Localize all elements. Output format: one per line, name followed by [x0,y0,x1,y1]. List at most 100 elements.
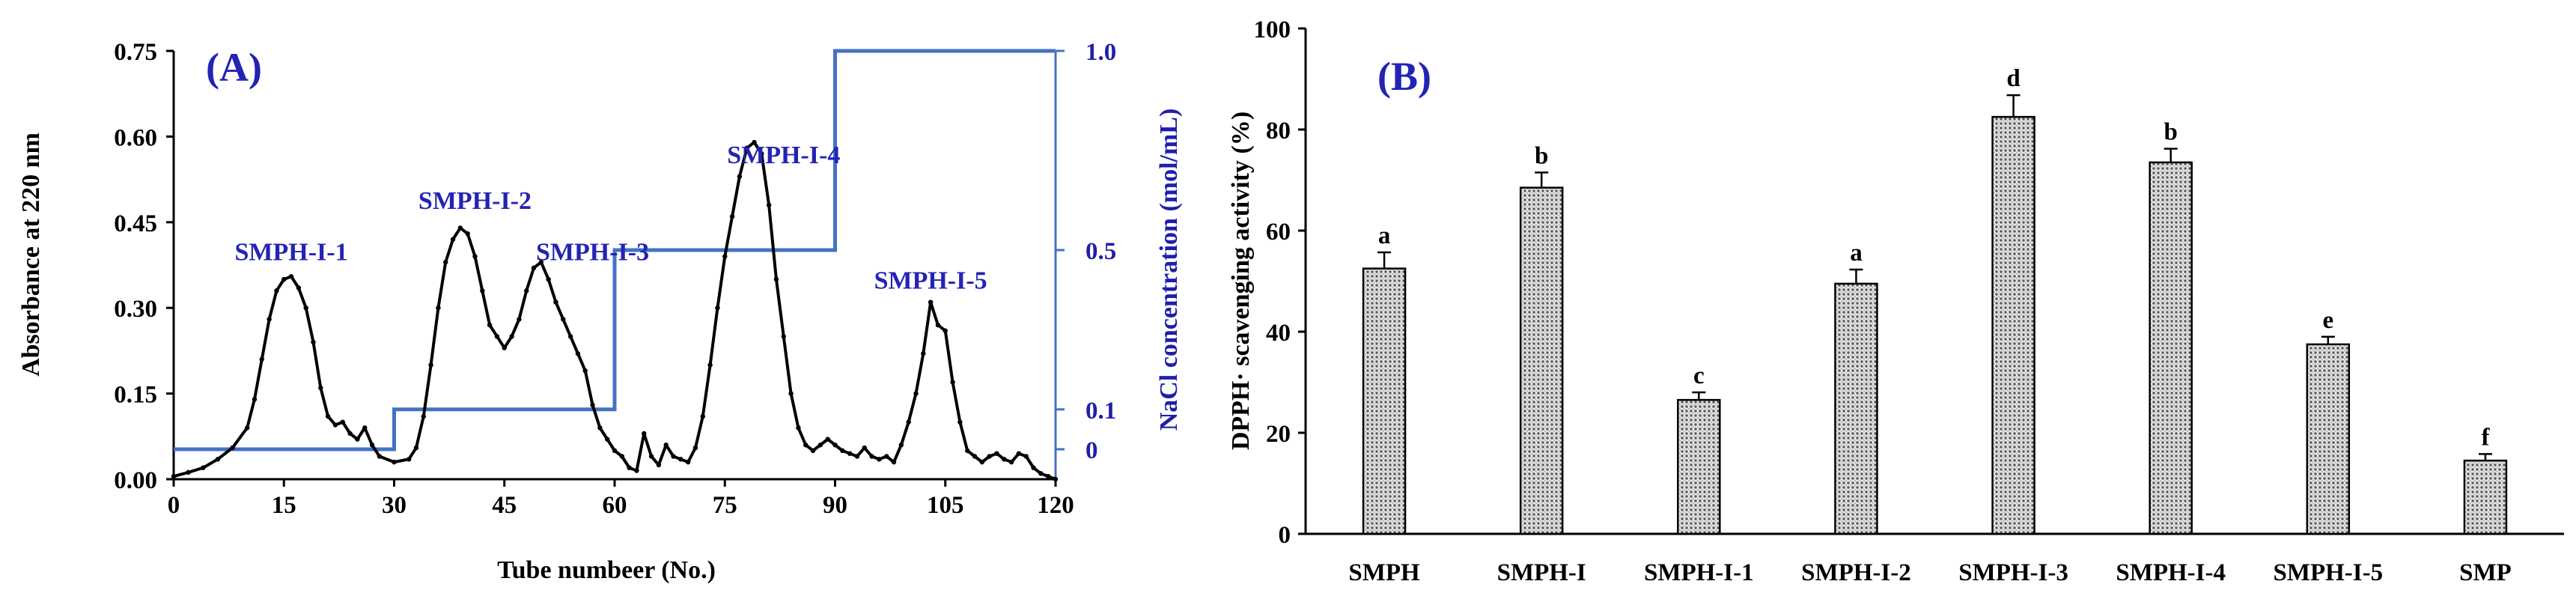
panel-a-data-point [171,473,177,479]
panel-a-data-point [1038,471,1044,476]
panel-a-data-point [1002,457,1007,462]
panel-b-plot-area: 0 20 40 60 80 100 a SMPH b SMPH-I c SMPH-I-1 a SMPH-I… [1254,16,2564,586]
panel-a-data-point [884,454,889,459]
panel-a-x-axis-label: Tube numbeer (No.) [497,556,716,584]
panel-a-data-point [457,225,463,231]
panel-a-data-point [796,425,801,431]
panel-b-category-label: SMPH-I-4 [2116,559,2226,586]
panel-a-data-point [891,459,897,465]
panel-a-data-point [979,459,985,465]
panel-a-data-point [296,285,302,291]
panel-a-y-axis-label: Absorbance at 220 nm [17,133,45,377]
panel-a-data-point [494,334,500,339]
panel-a-data-point [671,454,676,459]
panel-a-data-point [817,443,823,448]
panel-a-data-point [1008,459,1014,465]
panel-b-significance-letter: d [2006,65,2020,92]
panel-b-y-tick-label: 80 [1266,118,1291,145]
panel-a-plot-area: 0 15 30 45 60 75 90 105 120 0.00 0.15 0.30 0.45 0.60 0… [114,39,1116,519]
panel-a-data-point [913,391,919,396]
panel-a-label: (A) [206,45,262,90]
panel-b: (B) DPPH· scavenging activity (%) 0 20 40 6… [1227,16,2564,586]
panel-a-peak-label: SMPH-I-4 [727,142,840,169]
panel-b-y-tick-label: 40 [1266,320,1291,347]
panel-a-data-point [862,445,867,451]
panel-a-data-point [1023,454,1029,459]
panel-a-x-tick-label: 90 [823,492,847,519]
panel-b-category-label: SMPH-I-3 [1958,559,2068,586]
panel-a-data-point [840,448,845,454]
panel-a-data-point [480,288,485,294]
panel-a-data-point [707,362,713,368]
panel-a-data-point [1016,451,1022,456]
panel-a-data-point [538,259,544,265]
panel-a-y-tick-label: 0.60 [114,124,157,151]
panel-a-data-point [428,362,433,368]
panel-a-y-tick-label: 0.30 [114,296,157,323]
panel-b-significance-letter: b [2164,119,2178,146]
panel-a-data-point [318,385,323,391]
panel-a-y2-tick-label: 0 [1085,437,1098,464]
panel-b-significance-letter: b [1535,142,1548,169]
panel-b-significance-letter: f [2481,424,2490,451]
panel-b-bar [2306,343,2351,535]
panel-a-data-point [553,300,558,305]
panel-b-bar [1677,398,1721,535]
panel-a-x-tick-label: 0 [168,492,180,519]
panel-b-y-tick-label: 100 [1254,16,1291,43]
panel-b-y-tick-label: 0 [1279,522,1291,549]
panel-a-data-point [517,317,522,322]
panel-a-data-point [332,422,338,428]
panel-a-data-point [810,448,816,454]
panel-a-data-point [582,368,588,374]
panel-a-data-point [921,351,926,356]
panel-b-label: (B) [1377,54,1431,99]
panel-a: (A) Tube numbeer (No.) Absorbance at 220… [17,39,1183,584]
panel-a-y-tick-label: 0.15 [114,382,157,409]
panel-a-data-point [722,254,728,259]
panel-a-data-point [325,413,331,419]
panel-a-data-point [450,237,456,242]
panel-a-data-point [465,231,470,237]
panel-a-data-point [369,443,375,448]
panel-a-data-point [392,459,397,465]
panel-a-data-point [186,469,191,475]
panel-a-data-point [259,356,264,362]
panel-a-data-point [729,213,735,219]
panel-a-data-point [737,174,743,179]
panel-a-data-point [1053,476,1059,482]
panel-a-x-tick-label: 120 [1037,492,1074,519]
panel-a-data-point [612,448,618,454]
panel-a-x-tick-label: 75 [713,492,737,519]
panel-b-bar [1362,267,1407,535]
panel-a-y2-tick-label: 1.0 [1085,39,1116,66]
panel-a-data-point [244,425,250,431]
panel-a-data-point [700,413,705,419]
panel-a-data-point [773,276,779,282]
panel-a-data-point [935,322,941,328]
panel-b-y-tick-label: 20 [1266,421,1291,448]
panel-a-data-point [311,339,316,345]
panel-a-data-point [965,448,970,454]
panel-a-y-tick-label: 0.45 [114,210,157,237]
panel-a-y2-tick-label: 0.1 [1085,398,1116,425]
panel-a-data-point [950,380,955,385]
panel-a-data-point [752,139,757,145]
panel-a-data-point [678,457,683,462]
panel-a-data-point [267,317,272,322]
panel-b-significance-letter: e [2322,307,2333,334]
panel-b-category-label: SMP [2459,559,2512,586]
panel-a-data-point [994,451,999,456]
panel-a-data-point [215,457,221,462]
panel-a-peak-label: SMPH-I-3 [536,238,649,266]
panel-a-x-tick-label: 45 [492,492,517,519]
panel-a-data-point [502,345,507,350]
panel-b-significance-letter: c [1693,362,1705,389]
panel-a-data-point [509,334,514,339]
panel-a-data-point [590,402,595,408]
panel-a-y-tick-label: 0.00 [114,467,157,494]
panel-b-y-axis-label: DPPH· scavenging activity (%) [1227,112,1255,450]
panel-a-data-point [759,151,764,156]
panel-a-data-point [832,443,838,448]
